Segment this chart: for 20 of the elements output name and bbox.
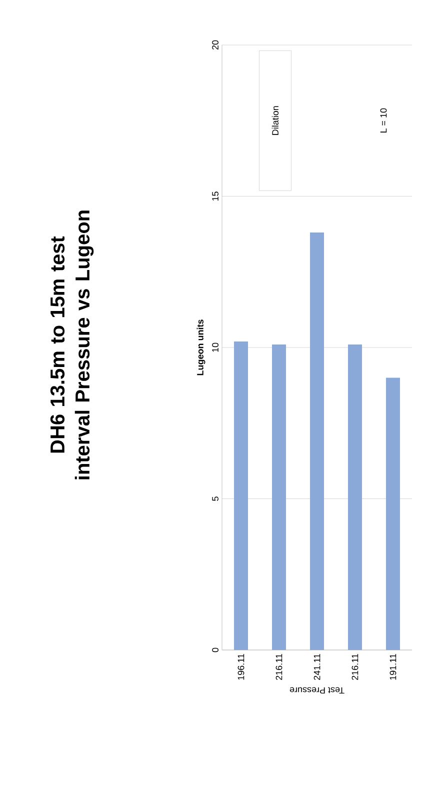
x-tick-label: 196.11	[238, 654, 244, 680]
bar	[272, 344, 286, 650]
text: DH6 13.5m to 15m test interval Pressure vs Lugeon	[50, 210, 94, 480]
bar	[234, 341, 248, 650]
x-tick-label: 216.11	[276, 654, 282, 680]
x-axis-title: Test Pressure	[290, 687, 344, 694]
annotation: L = 10	[380, 108, 387, 133]
bar	[386, 378, 400, 650]
y-tick-label: 0	[212, 648, 218, 652]
y-tick-label: 20	[212, 40, 218, 50]
y-axis-title: Lugeon units	[196, 320, 206, 376]
y-tick-label: 15	[212, 192, 218, 201]
x-tick-label: 241.11	[314, 654, 320, 680]
y-tick-label: 10	[212, 342, 218, 352]
x-tick-label: 216.11	[352, 654, 358, 680]
x-tick-label: 191.11	[390, 654, 396, 680]
annotation: Dilation	[272, 106, 279, 135]
y-tick-label: 5	[212, 496, 218, 501]
bar	[348, 344, 362, 650]
bar	[310, 232, 324, 650]
